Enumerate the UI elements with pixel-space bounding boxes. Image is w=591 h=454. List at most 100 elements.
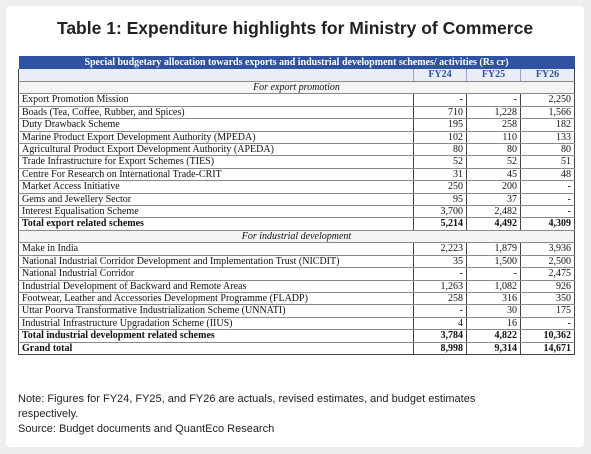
row-label: Gems and Jewellery Sector <box>18 193 414 207</box>
value-cell: 110 <box>466 131 521 145</box>
value-cell: 51 <box>519 155 576 169</box>
table-row: Industrial Development of Backward and R… <box>18 280 576 293</box>
value-cell: - <box>413 267 467 281</box>
value-cell: 30 <box>466 304 521 318</box>
value-cell: 2,250 <box>519 93 576 107</box>
row-label: Centre For Research on International Tra… <box>18 168 414 182</box>
value-cell: 2,482 <box>466 205 521 219</box>
value-cell: - <box>519 193 576 207</box>
value-cell: 175 <box>519 304 576 318</box>
value-cell: 1,082 <box>466 280 521 293</box>
value-cell: 4,822 <box>466 329 521 343</box>
grand-total-row: Grand total 8,998 9,314 14,671 <box>18 342 576 355</box>
value-cell: 316 <box>466 292 521 306</box>
row-label: Export Promotion Mission <box>18 93 414 107</box>
row-label: Industrial Development of Backward and R… <box>18 280 414 293</box>
value-cell: 52 <box>413 155 467 169</box>
total-row: Total export related schemes 5,214 4,492 4,… <box>18 217 576 231</box>
row-label: Interest Equalisation Scheme <box>18 205 414 219</box>
value-cell: 2,500 <box>519 255 576 269</box>
value-cell: - <box>466 93 521 107</box>
card: Table 1: Expenditure highlights for Mini… <box>6 6 584 447</box>
row-label: Marine Product Export Development Author… <box>18 131 414 145</box>
table-row: Make in India 2,223 1,879 3,936 <box>18 242 576 256</box>
value-cell: 3,784 <box>413 329 467 343</box>
section-label: For industrial development <box>17 230 576 244</box>
row-label: Duty Drawback Scheme <box>18 118 414 132</box>
table-row: National Industrial Corridor Development… <box>18 255 576 269</box>
value-cell: 195 <box>413 118 467 132</box>
row-label: Industrial Infrastructure Upgradation Sc… <box>18 317 414 331</box>
source-line: Source: Budget documents and QuantEco Re… <box>18 423 275 435</box>
value-cell: 1,500 <box>466 255 521 269</box>
value-cell: 2,223 <box>413 242 467 256</box>
value-cell: 4,492 <box>466 217 521 231</box>
row-label: National Industrial Corridor Development… <box>18 255 414 269</box>
value-cell: 14,671 <box>519 342 576 355</box>
row-label: Agricultural Product Export Development … <box>18 143 414 157</box>
table-row: Boads (Tea, Coffee, Rubber, and Spices) 7… <box>18 106 576 120</box>
value-cell: 258 <box>413 292 467 306</box>
table-row: Trade Infrastructure for Export Schemes … <box>18 155 576 169</box>
value-cell: 35 <box>413 255 467 269</box>
value-cell: 80 <box>519 143 576 157</box>
value-cell: 3,700 <box>413 205 467 219</box>
value-cell: - <box>466 267 521 281</box>
section-header-row: For export promotion <box>17 81 576 95</box>
value-cell: 48 <box>519 168 576 182</box>
row-label: Uttar Poorva Transformative Industrializ… <box>18 304 414 318</box>
year-header: FY24 <box>413 69 467 82</box>
note-line: Note: Figures for FY24, FY25, and FY26 a… <box>18 393 476 405</box>
value-cell: 37 <box>466 193 521 207</box>
page-title: Table 1: Expenditure highlights for Mini… <box>56 18 534 38</box>
table-row: Uttar Poorva Transformative Industrializ… <box>18 304 576 318</box>
year-header-blank <box>18 69 414 82</box>
value-cell: 31 <box>413 168 467 182</box>
row-label: National Industrial Corridor <box>18 267 414 281</box>
section-header-row: For industrial development <box>17 230 576 244</box>
value-cell: 200 <box>466 180 521 194</box>
table-body: Special budgetary allocation towards exp… <box>17 56 576 355</box>
value-cell: 95 <box>413 193 467 207</box>
value-cell: 8,998 <box>413 342 467 355</box>
row-label: Grand total <box>18 342 414 355</box>
value-cell: 10,362 <box>519 329 576 343</box>
value-cell: 102 <box>413 131 467 145</box>
value-cell: 258 <box>466 118 521 132</box>
value-cell: 1,228 <box>466 106 521 120</box>
year-header: FY26 <box>519 69 576 82</box>
note-line: respectively. <box>18 408 79 420</box>
table-row: Gems and Jewellery Sector 95 37- <box>18 193 576 207</box>
row-label: Footwear, Leather and Accessories Develo… <box>18 292 414 306</box>
section-label: For export promotion <box>17 81 576 95</box>
value-cell: 9,314 <box>466 342 521 355</box>
row-label: Market Access Initiative <box>18 180 414 194</box>
value-cell: 52 <box>466 155 521 169</box>
value-cell: 80 <box>413 143 467 157</box>
value-cell: 1,263 <box>413 280 467 293</box>
notes: Note: Figures for FY24, FY25, and FY26 a… <box>18 392 574 437</box>
value-cell: 80 <box>466 143 521 157</box>
value-cell: 4 <box>413 317 467 331</box>
table-header: Special budgetary allocation towards exp… <box>18 56 575 69</box>
value-cell: - <box>413 304 467 318</box>
value-cell: 350 <box>519 292 576 306</box>
value-cell: - <box>519 317 576 331</box>
table-row: Export Promotion Mission - -2,250 <box>18 93 576 107</box>
row-label: Total export related schemes <box>18 217 414 231</box>
value-cell: 16 <box>466 317 521 331</box>
table-row: Agricultural Product Export Development … <box>18 143 576 157</box>
value-cell: 250 <box>413 180 467 194</box>
row-label: Boads (Tea, Coffee, Rubber, and Spices) <box>18 106 414 120</box>
value-cell: 182 <box>519 118 576 132</box>
value-cell: 45 <box>466 168 521 182</box>
value-cell: 4,309 <box>519 217 576 231</box>
value-cell: 3,936 <box>519 242 576 256</box>
row-label: Trade Infrastructure for Export Schemes … <box>18 155 414 169</box>
row-label: Total industrial development related sch… <box>18 329 414 343</box>
row-label: Make in India <box>18 242 414 256</box>
value-cell: 5,214 <box>413 217 467 231</box>
value-cell: 926 <box>519 280 576 293</box>
table-row: National Industrial Corridor - -2,475 <box>18 267 576 281</box>
value-cell: 2,475 <box>519 267 576 281</box>
